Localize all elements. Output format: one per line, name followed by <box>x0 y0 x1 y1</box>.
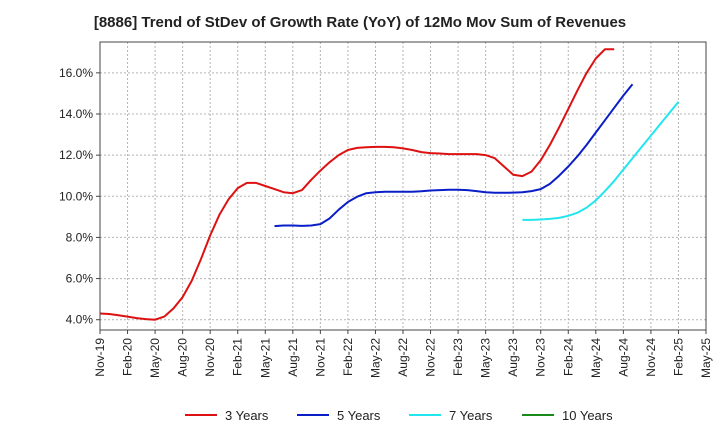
series-line-5-years <box>274 83 634 228</box>
x-tick-label: Nov-23 <box>534 338 548 377</box>
y-axis: 4.0% 6.0% 8.0% 10.0% 12.0% 14.0% 16.0% <box>59 66 100 327</box>
legend-label: 5 Years <box>337 408 381 423</box>
series-layer <box>99 48 680 321</box>
y-tick-label: 4.0% <box>66 313 94 327</box>
y-tick-label: 10.0% <box>59 189 93 203</box>
x-tick-label: Aug-21 <box>286 338 300 377</box>
x-tick-label: May-22 <box>368 338 382 378</box>
x-tick-label: May-24 <box>589 338 603 378</box>
x-tick-label: Nov-19 <box>93 338 107 377</box>
y-tick-label: 8.0% <box>66 230 94 244</box>
x-tick-label: Nov-24 <box>644 338 658 377</box>
x-tick-label: Aug-20 <box>176 338 190 377</box>
x-tick-label: Feb-23 <box>451 338 465 376</box>
chart-title: [8886] Trend of StDev of Growth Rate (Yo… <box>93 14 627 31</box>
x-tick-label: Nov-22 <box>424 338 438 377</box>
x-tick-label: May-25 <box>699 338 713 378</box>
x-tick-label: Aug-24 <box>616 338 630 377</box>
x-tick-label: Feb-21 <box>231 338 245 376</box>
series-line-7-years <box>522 101 680 221</box>
series-line-3-years <box>99 48 615 321</box>
x-axis: Nov-19 Feb-20 May-20 Aug-20 Nov-20 Feb-21 May-… <box>93 330 713 378</box>
x-tick-label: Feb-22 <box>341 338 355 376</box>
grid-layer <box>100 42 707 330</box>
x-tick-label: Aug-23 <box>506 338 520 377</box>
x-tick-label: May-20 <box>148 338 162 378</box>
x-tick-label: May-23 <box>479 338 493 378</box>
legend-label: 3 Years <box>225 408 269 423</box>
legend-label: 7 Years <box>449 408 493 423</box>
y-tick-label: 12.0% <box>59 148 93 162</box>
y-tick-label: 14.0% <box>59 107 93 121</box>
y-tick-label: 16.0% <box>59 66 93 80</box>
x-tick-label: Aug-22 <box>396 338 410 377</box>
legend-label: 10 Years <box>562 408 613 423</box>
x-tick-label: Feb-24 <box>561 338 575 376</box>
legend: 3 Years 5 Years 7 Years 10 Years <box>185 408 613 423</box>
x-tick-label: May-21 <box>258 338 272 378</box>
x-tick-label: Feb-25 <box>671 338 685 376</box>
x-tick-label: Nov-21 <box>313 338 327 377</box>
x-tick-label: Feb-20 <box>121 338 135 376</box>
y-tick-label: 6.0% <box>66 272 94 286</box>
x-tick-label: Nov-20 <box>203 338 217 377</box>
